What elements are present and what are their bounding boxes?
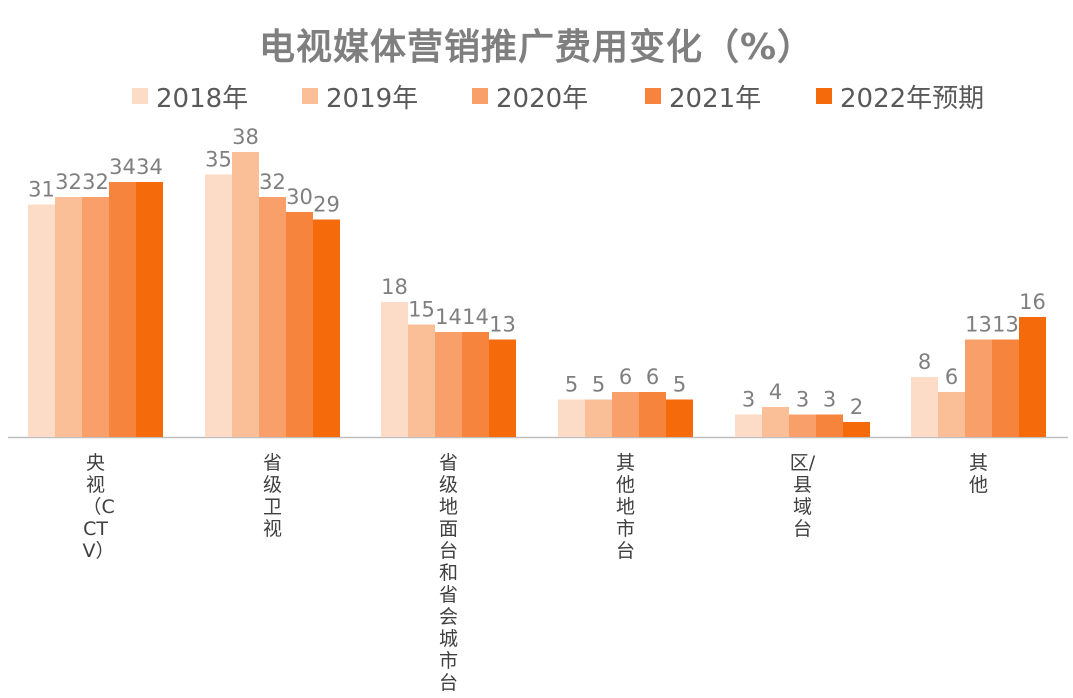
bar — [1019, 317, 1046, 437]
data-label: 5 — [592, 373, 605, 397]
bar — [762, 407, 789, 437]
data-label: 34 — [136, 155, 163, 179]
legend-swatch — [472, 88, 488, 104]
category-label: 其他地市台 — [615, 452, 635, 562]
data-label: 5 — [565, 373, 578, 397]
data-label: 32 — [55, 170, 82, 194]
legend-item: 2020年 — [472, 78, 588, 114]
legend-item: 2021年 — [645, 78, 761, 114]
legend-label: 2022年预期 — [840, 83, 985, 114]
bar — [843, 422, 870, 437]
bar — [259, 197, 286, 437]
bar — [313, 219, 340, 437]
bar — [639, 392, 666, 437]
data-label: 13 — [489, 313, 516, 337]
category-label: 央视（CCTV） — [82, 452, 115, 562]
bar — [109, 182, 136, 437]
bar — [558, 399, 585, 437]
bar — [82, 197, 109, 437]
legend-swatch — [302, 88, 318, 104]
data-label: 8 — [918, 350, 931, 374]
data-label: 3 — [823, 388, 836, 412]
data-label: 29 — [313, 193, 340, 217]
bar — [435, 332, 462, 437]
bar — [462, 332, 489, 437]
category-label: 省级地面台和省会城市台 — [438, 452, 458, 694]
legend-swatch — [816, 88, 832, 104]
data-label: 3 — [742, 388, 755, 412]
data-label: 32 — [82, 170, 109, 194]
legend-label: 2020年 — [496, 83, 589, 114]
data-label: 2 — [850, 395, 863, 419]
bar — [489, 339, 516, 437]
data-label: 3 — [796, 388, 809, 412]
legend-item: 2022年预期 — [816, 78, 984, 114]
bar — [55, 197, 82, 437]
bar — [735, 414, 762, 437]
category-label: 其他 — [968, 452, 988, 496]
data-label: 15 — [408, 298, 435, 322]
bar — [911, 377, 938, 437]
bar — [816, 414, 843, 437]
category-label: 省级卫视 — [262, 452, 282, 540]
data-label: 31 — [28, 178, 55, 202]
bar — [136, 182, 163, 437]
legend: 2018年 2019年 2020年 2021年 2022年预期 — [0, 78, 1073, 114]
data-label: 6 — [619, 365, 632, 389]
bar — [232, 152, 259, 437]
bar — [965, 339, 992, 437]
chart-title: 电视媒体营销推广费用变化（%） — [258, 27, 815, 68]
legend-label: 2019年 — [326, 83, 419, 114]
bar — [612, 392, 639, 437]
bar — [789, 414, 816, 437]
data-label: 5 — [673, 373, 686, 397]
data-label: 34 — [109, 155, 136, 179]
data-label: 18 — [381, 275, 408, 299]
data-label: 14 — [435, 305, 462, 329]
bar — [408, 324, 435, 437]
data-label: 6 — [646, 365, 659, 389]
data-label: 16 — [1019, 290, 1046, 314]
bar — [992, 339, 1019, 437]
data-label: 30 — [286, 185, 313, 209]
data-label: 14 — [462, 305, 489, 329]
legend-item: 2019年 — [302, 78, 418, 114]
data-label: 13 — [992, 313, 1019, 337]
bar — [381, 302, 408, 437]
bar — [205, 174, 232, 437]
data-label: 32 — [259, 170, 286, 194]
data-label: 4 — [769, 380, 782, 404]
legend-swatch — [132, 88, 148, 104]
data-label: 38 — [232, 125, 259, 149]
data-label: 13 — [965, 313, 992, 337]
legend-label: 2021年 — [669, 83, 762, 114]
bar — [585, 399, 612, 437]
data-label: 6 — [945, 365, 958, 389]
bar — [938, 392, 965, 437]
bar — [286, 212, 313, 437]
legend-swatch — [645, 88, 661, 104]
legend-item: 2018年 — [132, 78, 248, 114]
category-label: 区/县域台 — [789, 452, 816, 540]
bar — [666, 399, 693, 437]
legend-label: 2018年 — [156, 83, 249, 114]
data-label: 35 — [205, 148, 232, 172]
bar — [28, 204, 55, 437]
